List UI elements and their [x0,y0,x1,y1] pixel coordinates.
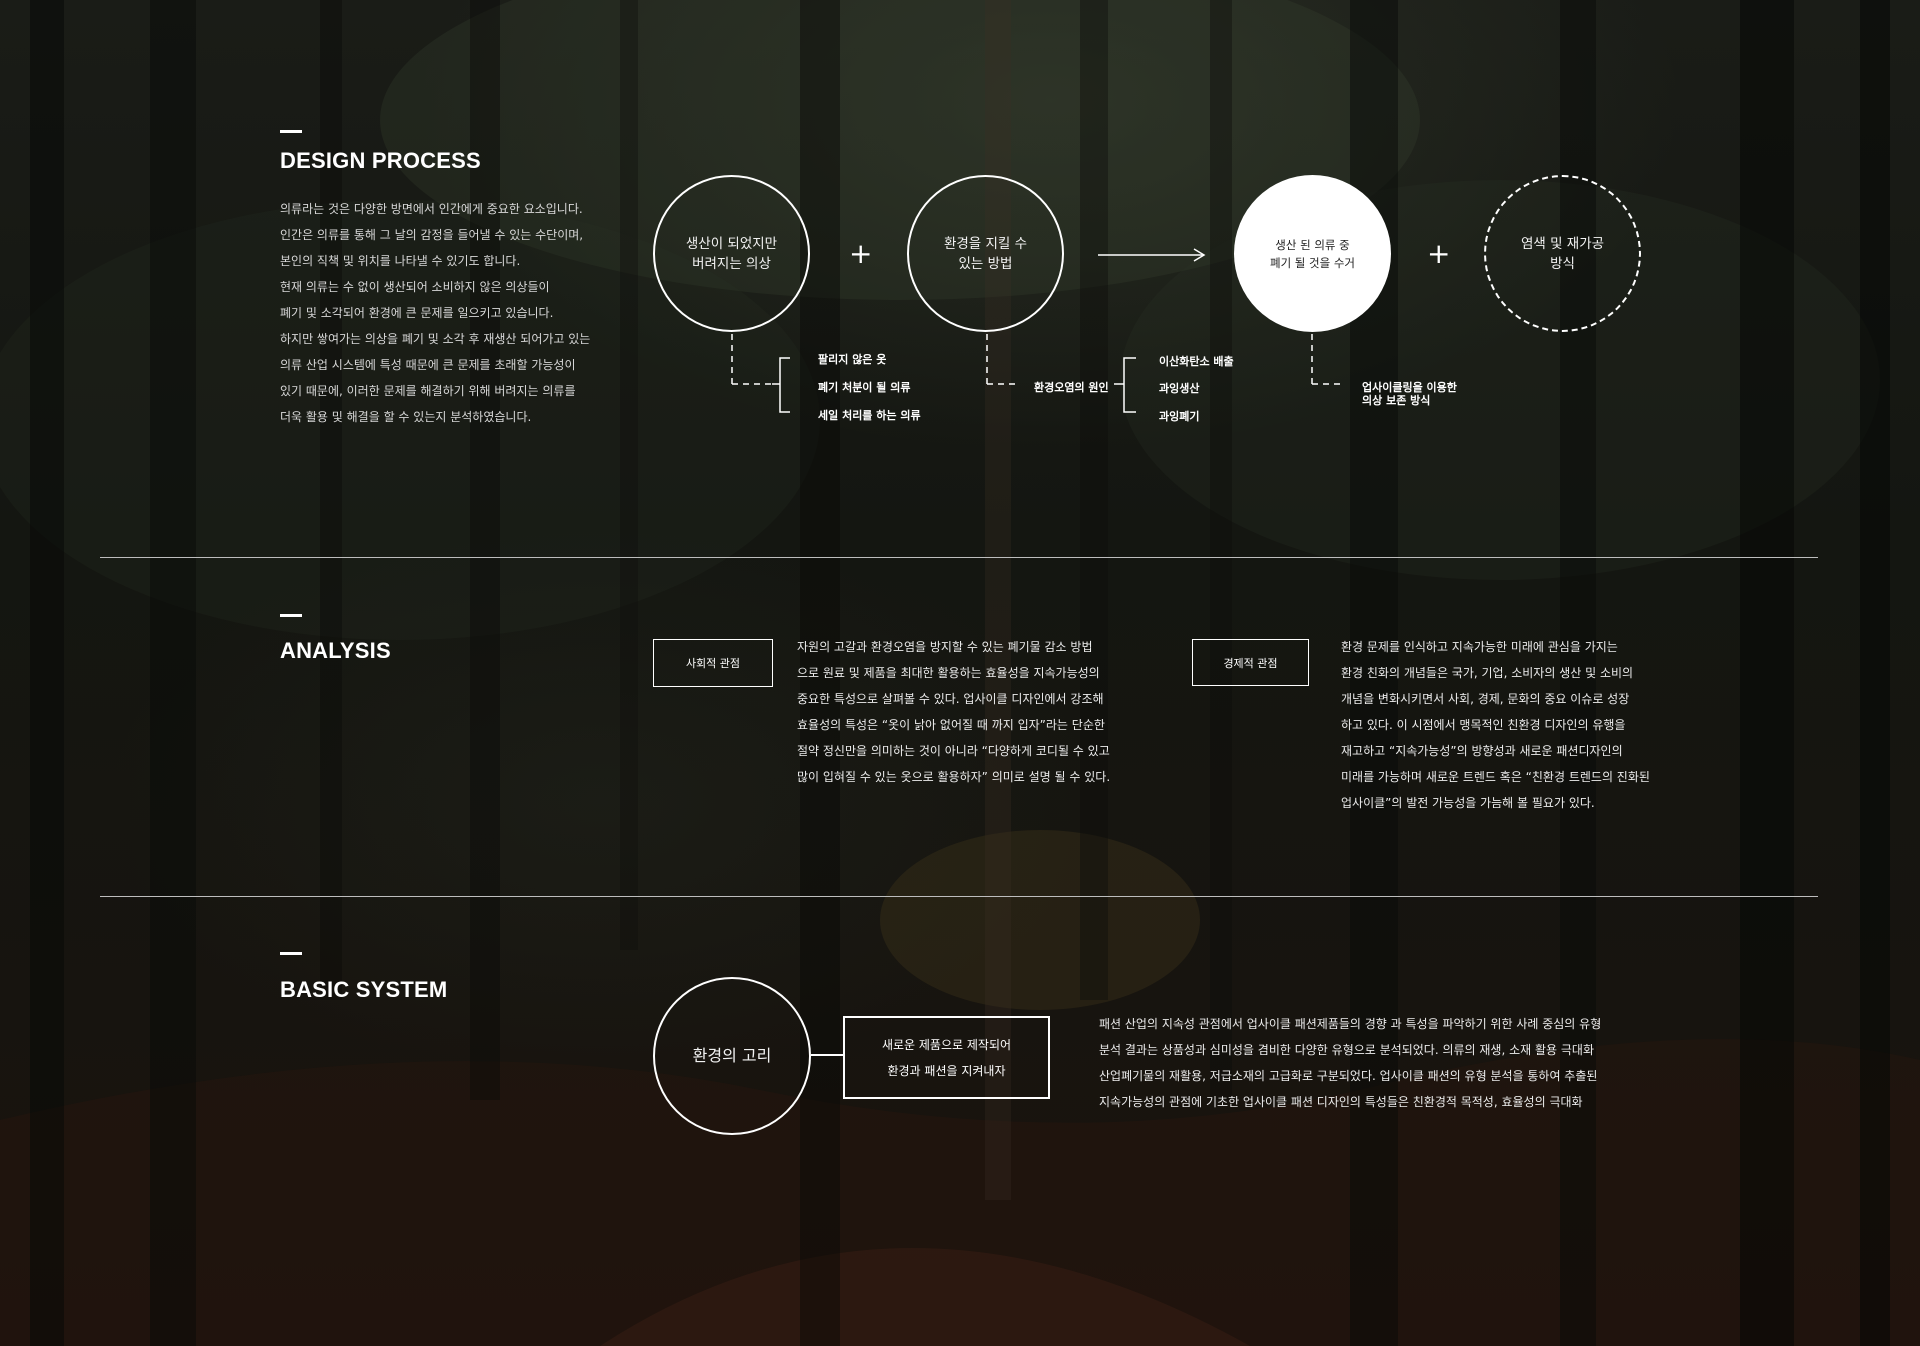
text-line: 으로 원료 및 제품을 최대한 활용하는 효율성을 지속가능성의 [797,666,1100,680]
process-node-label: 환경을 지킬 수 있는 방법 [943,235,1028,272]
connector-line [811,1054,845,1056]
branch-item: 세일 처리를 하는 의류 [818,409,921,422]
new-product-box: 새로운 제품으로 제작되어 환경과 패션을 지켜내자 [843,1016,1050,1099]
intro-line: 더욱 활용 및 해결을 할 수 있는지 분석하였습니다. [280,410,532,424]
process-node-dye-reprocess: 염색 및 재가공 방식 [1484,175,1641,332]
analysis-title: ANALYSIS [280,638,391,663]
text-line: 재고하고 “지속가능성”의 방향성과 새로운 패션디자인의 [1341,744,1623,758]
environment-cycle-circle: 환경의 고리 [653,977,811,1135]
intro-line: 의류라는 것은 다양한 방면에서 인간에게 중요한 요소입니다. [280,202,583,216]
process-node-protect-environment: 환경을 지킬 수 있는 방법 [907,175,1064,332]
process-node-label: 염색 및 재가공 방식 [1520,235,1605,272]
text-line: 산업폐기물의 재활용, 저급소재의 고급화로 구분되었다. 업사이클 패션의 유… [1099,1069,1598,1083]
text-line: 효율성의 특성은 “옷이 낡아 없어질 때 까지 입자”라는 단순한 [797,718,1105,732]
plus-operator: + [1427,237,1451,270]
process-node-label: 생산이 되었지만 버려지는 의상 [685,235,778,272]
text-line: 패션 산업의 지속성 관점에서 업사이클 패션제품들의 경향 과 특성을 파악하… [1099,1017,1602,1031]
branch-item: 이산화탄소 배출 [1159,355,1234,368]
environment-cycle-label: 환경의 고리 [692,1046,772,1065]
branch-item: 팔리지 않은 옷 [818,353,887,366]
branch-item-upcycling: 업사이클링을 이용한 의상 보존 방식 [1362,381,1457,407]
text-line: 환경 문제를 인식하고 지속가능한 미래에 관심을 가지는 [1341,640,1618,654]
economic-perspective-label: 경제적 관점 [1192,639,1309,686]
text-line: 하고 있다. 이 시점에서 맹목적인 친환경 디자인의 유행을 [1341,718,1626,732]
branch-item: 과잉생산 [1159,382,1200,395]
social-perspective-label: 사회적 관점 [653,639,773,687]
intro-line: 본인의 직책 및 위치를 나타낼 수 있기도 합니다. [280,254,521,268]
section-marker [280,952,302,955]
intro-line: 하지만 쌓여가는 의상을 폐기 및 소각 후 재생산 되어가고 있는 [280,332,591,346]
basic-system-title: BASIC SYSTEM [280,977,448,1002]
branch-item: 폐기 처분이 될 의류 [818,381,911,394]
arrow-right-icon [1098,248,1206,262]
text-line: 지속가능성의 관점에 기초한 업사이클 패션 디자인의 특성들은 친환경적 목적… [1099,1095,1583,1109]
text-line: 개념을 변화시키면서 사회, 경제, 문화의 중요 이슈로 성장 [1341,692,1630,706]
process-node-label: 생산 된 의류 중 폐기 될 것을 수거 [1269,237,1356,270]
text-line: 분석 결과는 상품성과 심미성을 겸비한 다양한 유형으로 분석되었다. 의류의… [1099,1043,1595,1057]
intro-line: 폐기 및 소각되어 환경에 큰 문제를 일으키고 있습니다. [280,306,554,320]
text-line: 미래를 가능하며 새로운 트렌드 혹은 “친환경 트렌드의 진화된 [1341,770,1650,784]
process-node-collect-waste: 생산 된 의류 중 폐기 될 것을 수거 [1234,175,1391,332]
process-node-discarded-clothes: 생산이 되었지만 버려지는 의상 [653,175,810,332]
text-line: 환경 친화의 개념들은 국가, 기업, 소비자의 생산 및 소비의 [1341,666,1634,680]
text-line: 절약 정신만을 의미하는 것이 아니라 “다양하게 코디될 수 있고 [797,744,1110,758]
section-marker [280,130,302,133]
intro-line: 있기 때문에, 이러한 문제를 해결하기 위해 버려지는 의류를 [280,384,576,398]
text-line: 중요한 특성으로 살펴볼 수 있다. 업사이클 디자인에서 강조해 [797,692,1104,706]
process-connectors [731,334,1342,413]
branch-item: 과잉폐기 [1159,410,1200,423]
text-line: 업사이클”의 발전 가능성을 가늠해 볼 필요가 있다. [1341,796,1595,810]
section-divider [100,896,1818,897]
text-line: 자원의 고갈과 환경오염을 방지할 수 있는 폐기물 감소 방법 [797,640,1093,654]
intro-line: 의류 산업 시스템에 특성 때문에 큰 문제를 초래할 가능성이 [280,358,576,372]
section-divider [100,557,1818,558]
section-marker [280,614,302,617]
branch-label-pollution-cause: 환경오염의 원인 [1034,381,1109,394]
plus-operator: + [849,237,873,270]
design-process-title: DESIGN PROCESS [280,148,481,173]
intro-line: 인간은 의류를 통해 그 날의 감정을 들어낼 수 있는 수단이며, [280,228,584,242]
intro-line: 현재 의류는 수 없이 생산되어 소비하지 않은 의상들이 [280,280,550,294]
text-line: 많이 입혀질 수 있는 옷으로 활용하자” 의미로 설명 될 수 있다. [797,770,1111,784]
